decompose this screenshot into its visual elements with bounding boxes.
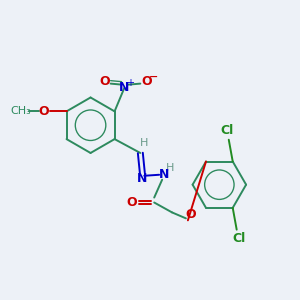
- Text: Cl: Cl: [220, 124, 233, 137]
- Text: N: N: [159, 168, 169, 181]
- Text: −: −: [148, 72, 158, 82]
- Text: O: O: [126, 196, 137, 209]
- Text: O: O: [38, 105, 49, 118]
- Text: H: H: [140, 138, 148, 148]
- Text: Cl: Cl: [232, 232, 245, 245]
- Text: O: O: [186, 208, 196, 221]
- Text: O: O: [141, 75, 152, 88]
- Text: H: H: [166, 163, 174, 173]
- Text: N: N: [137, 172, 148, 185]
- Text: N: N: [119, 81, 130, 94]
- Text: +: +: [126, 78, 134, 88]
- Text: O: O: [99, 75, 110, 88]
- Text: CH₃: CH₃: [11, 106, 31, 116]
